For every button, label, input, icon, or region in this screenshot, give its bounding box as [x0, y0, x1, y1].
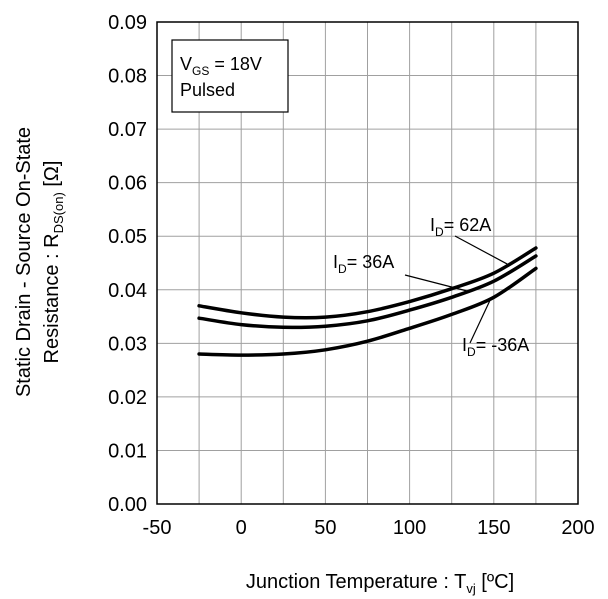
- label-leaders: [404, 235, 508, 344]
- series-line-1: [197, 254, 538, 330]
- conditions-line1: VGS = 18V: [180, 54, 262, 78]
- y-tick-label: 0.01: [108, 440, 147, 462]
- y-axis-title-line2: Resistance : RDS(on) [Ω]: [41, 161, 66, 364]
- series-line-2: [197, 266, 538, 357]
- series-line-0: [197, 246, 538, 320]
- leader-line-2: [469, 299, 491, 344]
- series-label-36a: ID= 36A: [333, 252, 394, 276]
- conditions-line2: Pulsed: [180, 80, 235, 100]
- y-tick-label: 0.04: [108, 280, 147, 302]
- x-tick-label: 50: [314, 517, 336, 539]
- y-axis-title-line1: Static Drain - Source On-State: [13, 127, 35, 397]
- y-tick-label: 0.05: [108, 226, 147, 248]
- x-tick-label: 150: [477, 517, 510, 539]
- y-tick-label: 0.09: [108, 12, 147, 34]
- leader-line-1: [404, 274, 469, 292]
- leader-line-0: [454, 235, 508, 265]
- plot-area: [156, 21, 579, 505]
- x-tick-label: 0: [236, 517, 247, 539]
- x-axis-title: Junction Temperature : Tvj [ºC]: [246, 571, 514, 596]
- y-tick-label: 0.00: [108, 494, 147, 516]
- y-tick-label: 0.06: [108, 173, 147, 195]
- tick-labels: -50 0 50 100 150 200 0.00 0.01 0.02 0.03 0.04 0.05 0…: [108, 12, 595, 539]
- y-tick-label: 0.03: [108, 333, 147, 355]
- y-tick-label: 0.02: [108, 387, 147, 409]
- x-tick-label: 100: [393, 517, 426, 539]
- series-label-62a: ID= 62A: [430, 215, 491, 239]
- y-tick-label: 0.08: [108, 66, 147, 88]
- series-label-neg36a: ID= -36A: [462, 335, 529, 359]
- series-lines: [197, 246, 538, 357]
- x-tick-label: -50: [143, 517, 172, 539]
- y-axis-title: Static Drain - Source On-State Resistanc…: [13, 127, 66, 397]
- x-tick-label: 200: [561, 517, 594, 539]
- y-tick-label: 0.07: [108, 119, 147, 141]
- conditions-box: VGS = 18V Pulsed: [171, 39, 289, 113]
